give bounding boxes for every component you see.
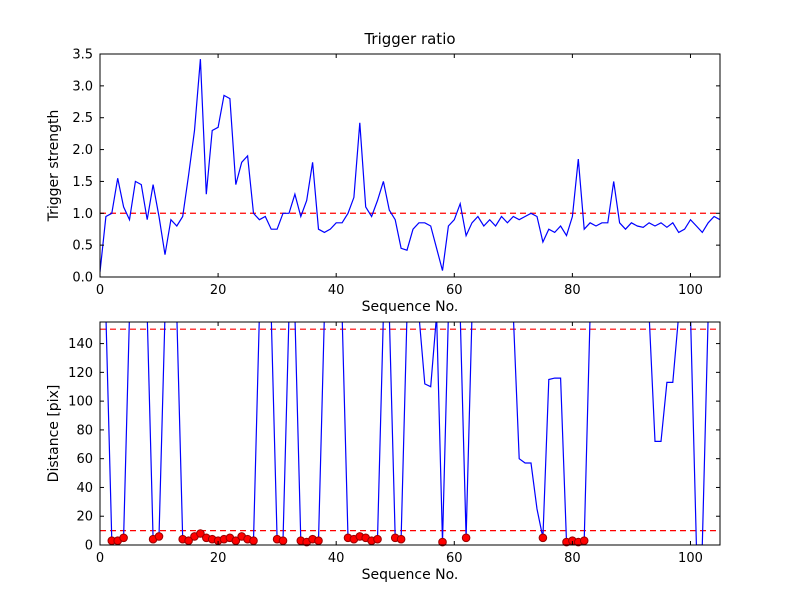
y-tick-label: 0	[85, 539, 93, 554]
x-tick-label: 60	[446, 283, 463, 298]
axes-background	[100, 54, 720, 277]
y-tick-label: 120	[68, 366, 93, 381]
data-marker	[278, 536, 288, 546]
y-tick-label: 60	[76, 452, 93, 467]
y-axis-label: Trigger strength	[46, 110, 62, 223]
x-tick-label: 20	[210, 283, 227, 298]
y-tick-label: 3.0	[72, 79, 93, 94]
x-axis-label: Sequence No.	[362, 567, 459, 583]
data-marker	[154, 532, 164, 541]
x-tick-label: 0	[96, 551, 104, 566]
x-axis-label: Sequence No.	[362, 299, 459, 315]
subplot-1: 0 20 40 60 80 100 0.0 0.5 1.0 1.5 2.0 2.5 3.0 3.5 Trig…	[46, 30, 721, 315]
x-tick-label: 100	[678, 551, 703, 566]
y-tick-label: 80	[76, 423, 93, 438]
y-tick-label: 3.5	[72, 48, 93, 63]
subplot-2: 0 20 40 60 80 100 0 20 40 60 80 100 120 140 Sequence N…	[46, 321, 721, 583]
axes-frame	[99, 321, 721, 546]
axes-frame	[99, 53, 721, 278]
y-tick-label: 1.5	[72, 175, 93, 190]
x-tick-label: 0	[96, 283, 104, 298]
data-line	[100, 59, 720, 272]
y-tick-label: 140	[68, 337, 93, 352]
x-tick-label: 60	[446, 551, 463, 566]
axes-background	[100, 322, 720, 545]
data-marker	[438, 537, 447, 547]
y-tick-label: 1.0	[72, 207, 93, 222]
data-marker	[461, 533, 471, 543]
chart-title: Trigger ratio	[363, 30, 455, 48]
x-tick-label: 40	[328, 283, 345, 298]
y-tick-label: 0.5	[72, 239, 93, 254]
y-tick-label: 0.0	[72, 271, 93, 286]
x-tick-label: 100	[678, 283, 703, 298]
data-marker	[119, 533, 128, 543]
data-marker	[314, 536, 323, 546]
y-tick-label: 2.0	[72, 143, 93, 158]
data-marker	[249, 536, 258, 546]
x-tick-label: 80	[564, 551, 581, 566]
x-tick-label: 80	[564, 283, 581, 298]
y-tick-label: 100	[68, 395, 93, 410]
data-marker	[196, 529, 205, 538]
data-marker	[396, 534, 406, 544]
data-marker	[579, 536, 589, 546]
y-tick-label: 20	[76, 510, 93, 525]
y-tick-label: 40	[76, 481, 93, 496]
y-axis-label: Distance [pix]	[46, 385, 62, 483]
data-marker	[373, 534, 382, 544]
x-tick-label: 20	[210, 551, 227, 566]
y-tick-label: 2.5	[72, 111, 93, 126]
data-marker	[538, 533, 548, 543]
x-tick-label: 40	[328, 551, 345, 566]
